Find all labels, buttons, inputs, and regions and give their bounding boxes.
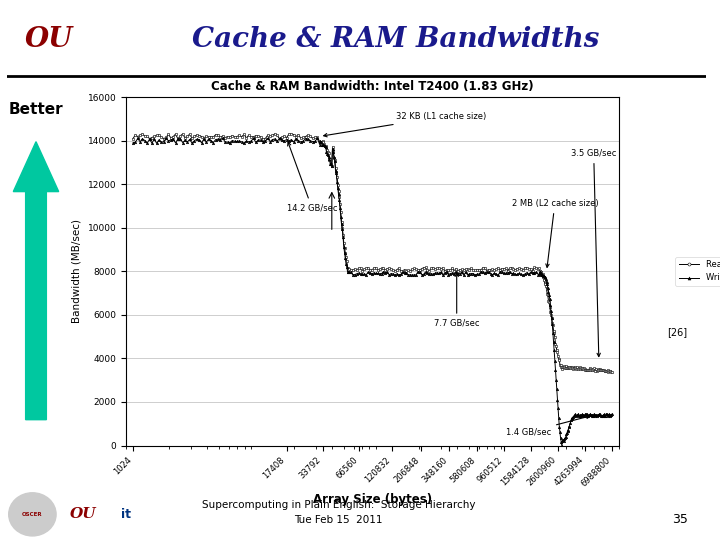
- Line: Write BW: Write BW: [132, 137, 613, 447]
- Text: OU: OU: [24, 25, 73, 52]
- Line: Read BW: Read BW: [132, 133, 613, 373]
- Text: 14.2 GB/sec: 14.2 GB/sec: [287, 143, 337, 212]
- Text: 2 MB (L2 cache size): 2 MB (L2 cache size): [512, 199, 598, 267]
- Read BW: [549, 322, 557, 329]
- Text: it: it: [121, 508, 131, 521]
- X-axis label: Array Size (bytes): Array Size (bytes): [313, 494, 432, 507]
- Write BW: [518, 272, 527, 279]
- Write BW: [608, 411, 616, 417]
- Text: OSCER: OSCER: [22, 512, 42, 517]
- Text: 3.5 GB/sec: 3.5 GB/sec: [571, 149, 616, 356]
- Text: 7.7 GB/sec: 7.7 GB/sec: [434, 273, 480, 328]
- Read BW: [138, 131, 147, 137]
- Read BW: [425, 268, 433, 274]
- Title: Cache & RAM Bandwidth: Intel T2400 (1.83 GHz): Cache & RAM Bandwidth: Intel T2400 (1.83…: [211, 80, 534, 93]
- Read BW: [608, 368, 616, 375]
- Text: Supercomputing in Plain English:  Storage Hierarchy: Supercomputing in Plain English: Storage…: [202, 500, 475, 510]
- Circle shape: [9, 493, 56, 536]
- Text: Better: Better: [9, 103, 63, 118]
- Text: 32 KB (L1 cache size): 32 KB (L1 cache size): [324, 112, 486, 137]
- Write BW: [275, 135, 284, 141]
- Text: Tue Feb 15  2011: Tue Feb 15 2011: [294, 515, 382, 525]
- Write BW: [181, 137, 189, 144]
- Write BW: [557, 443, 566, 449]
- Write BW: [552, 367, 560, 373]
- Write BW: [256, 137, 265, 143]
- FancyArrow shape: [14, 141, 59, 420]
- Text: [26]: [26]: [667, 327, 688, 337]
- Text: 35: 35: [672, 512, 688, 526]
- Read BW: [607, 369, 616, 375]
- Text: Cache & RAM Bandwidths: Cache & RAM Bandwidths: [192, 25, 600, 52]
- Text: 1.4 GB/sec: 1.4 GB/sec: [505, 415, 590, 437]
- Legend: Read BW, Write BW: Read BW, Write BW: [675, 257, 720, 286]
- Write BW: [425, 271, 433, 277]
- Write BW: [129, 139, 138, 146]
- Y-axis label: Bandwidth (MB/sec): Bandwidth (MB/sec): [72, 219, 82, 323]
- Read BW: [183, 133, 192, 139]
- Text: OU: OU: [70, 508, 96, 521]
- Write BW: [549, 330, 557, 336]
- Read BW: [258, 136, 267, 142]
- Read BW: [552, 341, 560, 347]
- Read BW: [129, 136, 138, 142]
- Read BW: [518, 267, 527, 274]
